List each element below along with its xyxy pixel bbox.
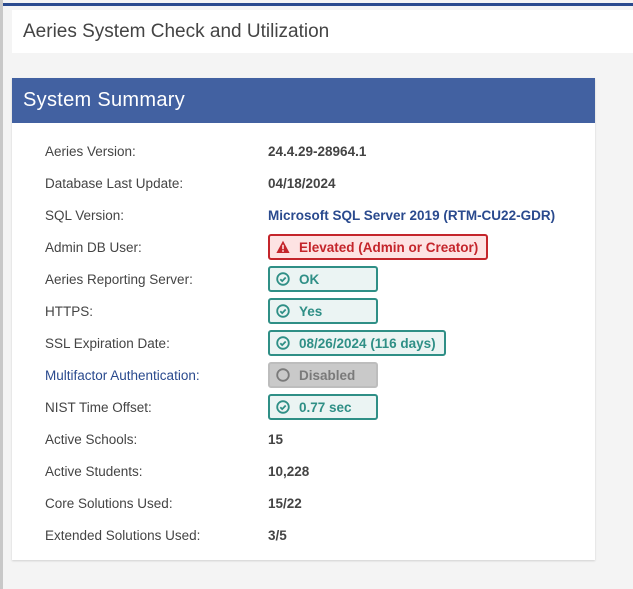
- row-label: Database Last Update:: [45, 175, 184, 191]
- status-text: Disabled: [299, 367, 356, 383]
- system-summary-panel: System Summary Aeries Version: 24.4.29-28…: [12, 78, 595, 560]
- check-circle-icon: [276, 272, 299, 286]
- status-text: Elevated (Admin or Creator): [299, 239, 479, 255]
- top-accent-line: [3, 3, 633, 6]
- panel-header: System Summary: [12, 78, 595, 123]
- summary-row: SSL Expiration Date: 08/26/2024 (116 days…: [45, 327, 585, 359]
- summary-row: Extended Solutions Used: 3/5: [45, 519, 585, 551]
- summary-row: Active Schools: 15: [45, 423, 585, 455]
- status-badge: 0.77 sec: [268, 394, 378, 420]
- status-badge: 08/26/2024 (116 days): [268, 330, 446, 356]
- status-badge: Disabled: [268, 362, 378, 388]
- status-text: 08/26/2024 (116 days): [299, 335, 436, 351]
- warning-icon: [276, 240, 299, 254]
- status-text: OK: [299, 271, 320, 287]
- summary-row: Aeries Version: 24.4.29-28964.1: [45, 135, 585, 167]
- status-badge: Elevated (Admin or Creator): [268, 234, 489, 260]
- row-label: HTTPS:: [45, 303, 94, 319]
- summary-row: Admin DB User: Elevated (Admin or Creator…: [45, 231, 585, 263]
- row-label: Admin DB User:: [45, 239, 142, 255]
- left-border: [0, 0, 3, 589]
- row-value: 10,228: [268, 463, 310, 479]
- row-label: Aeries Version:: [45, 143, 136, 159]
- check-circle-icon: [276, 304, 299, 318]
- row-label: Aeries Reporting Server:: [45, 271, 193, 287]
- row-label: Extended Solutions Used:: [45, 527, 201, 543]
- row-label: Active Schools:: [45, 431, 138, 447]
- status-badge: OK: [268, 266, 378, 292]
- summary-row: Aeries Reporting Server: OK: [45, 263, 585, 295]
- row-label: NIST Time Offset:: [45, 399, 152, 415]
- row-value: 24.4.29-28964.1: [268, 143, 367, 159]
- summary-row: HTTPS: Yes: [45, 295, 585, 327]
- row-label: Active Students:: [45, 463, 143, 479]
- summary-row: Multifactor Authentication: Disabled: [45, 359, 585, 391]
- status-text: 0.77 sec: [299, 399, 352, 415]
- page-title: Aeries System Check and Utilization: [23, 20, 330, 42]
- summary-row: Core Solutions Used: 15/22: [45, 487, 585, 519]
- row-value: 15/22: [268, 495, 302, 511]
- row-label: SQL Version:: [45, 207, 125, 223]
- summary-row: SQL Version: Microsoft SQL Server 2019 (R…: [45, 199, 585, 231]
- page-header: Aeries System Check and Utilization: [12, 10, 633, 53]
- row-value: 15: [268, 431, 284, 447]
- row-value: 3/5: [268, 527, 287, 543]
- row-label: Core Solutions Used:: [45, 495, 173, 511]
- row-label: SSL Expiration Date:: [45, 335, 170, 351]
- row-value: Microsoft SQL Server 2019 (RTM-CU22-GDR): [268, 207, 556, 223]
- row-value: 04/18/2024: [268, 175, 336, 191]
- status-badge: Yes: [268, 298, 378, 324]
- summary-row: Database Last Update: 04/18/2024: [45, 167, 585, 199]
- check-circle-icon: [276, 336, 299, 350]
- status-text: Yes: [299, 303, 323, 319]
- summary-row: Active Students: 10,228: [45, 455, 585, 487]
- circle-icon: [276, 368, 299, 382]
- summary-row: NIST Time Offset: 0.77 sec: [45, 391, 585, 423]
- check-circle-icon: [276, 400, 299, 414]
- row-label[interactable]: Multifactor Authentication:: [45, 367, 200, 383]
